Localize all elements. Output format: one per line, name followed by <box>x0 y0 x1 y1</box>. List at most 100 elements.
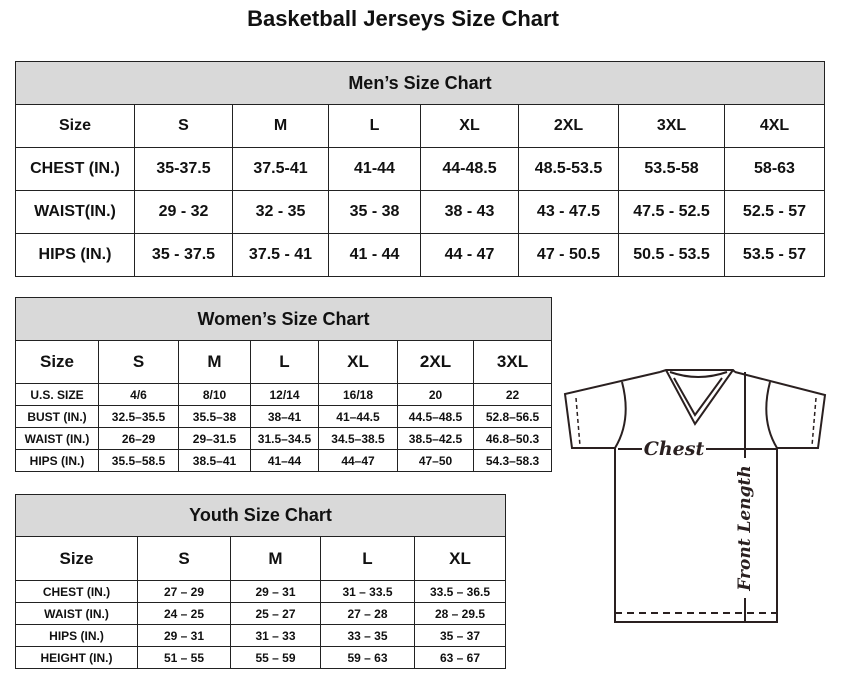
table-cell: 4/6 <box>98 383 179 406</box>
table-row: HEIGHT (IN.) 51 – 55 55 – 59 59 – 63 63 – 67 <box>15 646 507 669</box>
chest-label: Chest <box>644 438 705 460</box>
table-row: WAIST (IN.) 26–29 29–31.5 31.5–34.5 34.5–38.… <box>15 427 553 450</box>
table-cell: M <box>232 104 329 148</box>
front-length-label: Front Length <box>735 465 755 591</box>
table-cell: 29–31.5 <box>178 427 251 450</box>
table-cell: 2XL <box>397 340 474 384</box>
table-cell: 53.5 - 57 <box>724 233 825 277</box>
womens-table-title: Women’s Size Chart <box>14 297 553 341</box>
table-cell: S <box>137 536 231 581</box>
table-cell: 38.5–42.5 <box>397 427 474 450</box>
table-cell: 35.5–58.5 <box>98 449 179 472</box>
table-cell: 59 – 63 <box>320 646 415 669</box>
youth-size-table: Youth Size Chart Size S M L XL CHEST (IN.) 27 … <box>14 494 507 669</box>
table-cell: 3XL <box>472 340 553 384</box>
row-label: Size <box>15 104 135 148</box>
table-row: BUST (IN.) 32.5–35.5 35.5–38 38–41 41–44.5 44… <box>15 405 553 428</box>
table-cell: L <box>328 104 421 148</box>
table-cell: 47.5 - 52.5 <box>618 190 725 234</box>
table-cell: 38–41 <box>250 405 319 428</box>
row-label: CHEST (IN.) <box>15 147 135 191</box>
table-row: U.S. SIZE 4/6 8/10 12/14 16/18 20 22 <box>15 383 553 406</box>
table-cell: 8/10 <box>178 383 251 406</box>
table-cell: 33 – 35 <box>320 624 415 647</box>
table-cell: 47–50 <box>397 449 474 472</box>
table-cell: 44 - 47 <box>420 233 519 277</box>
mens-size-table: Men’s Size Chart Size S M L XL 2XL 3XL 4XL CHEST… <box>15 61 825 277</box>
table-cell: 38 - 43 <box>420 190 519 234</box>
table-cell: 44-48.5 <box>420 147 519 191</box>
table-cell: 32.5–35.5 <box>98 405 179 428</box>
womens-size-table: Women’s Size Chart Size S M L XL 2XL 3XL U.S. S… <box>14 297 553 472</box>
row-label: CHEST (IN.) <box>15 580 138 603</box>
table-cell: S <box>98 340 179 384</box>
row-label: HIPS (IN.) <box>15 233 135 277</box>
table-cell: 3XL <box>618 104 725 148</box>
table-cell: M <box>230 536 321 581</box>
table-cell: 44.5–48.5 <box>397 405 474 428</box>
table-cell: 46.8–50.3 <box>472 427 553 450</box>
table-cell: S <box>134 104 233 148</box>
row-label: WAIST (IN.) <box>15 427 99 450</box>
row-label: Size <box>15 536 138 581</box>
table-cell: 51 – 55 <box>137 646 231 669</box>
table-cell: 35-37.5 <box>134 147 233 191</box>
table-cell: 48.5-53.5 <box>518 147 619 191</box>
table-cell: 12/14 <box>250 383 319 406</box>
table-cell: 26–29 <box>98 427 179 450</box>
table-cell: 43 - 47.5 <box>518 190 619 234</box>
row-label: Size <box>15 340 99 384</box>
table-cell: L <box>250 340 319 384</box>
size-header-row: Size S M L XL 2XL 3XL 4XL <box>15 104 825 148</box>
table-cell: 41–44 <box>250 449 319 472</box>
table-cell: 44–47 <box>318 449 398 472</box>
table-cell: 29 – 31 <box>137 624 231 647</box>
table-cell: 58-63 <box>724 147 825 191</box>
table-cell: 4XL <box>724 104 825 148</box>
page-title: Basketball Jerseys Size Chart <box>247 6 559 31</box>
jersey-measurement-diagram: Chest Front Length <box>563 369 827 623</box>
row-label: U.S. SIZE <box>15 383 99 406</box>
table-row: WAIST(IN.) 29 - 32 32 - 35 35 - 38 38 - 43 43… <box>15 190 825 234</box>
table-cell: 41-44 <box>328 147 421 191</box>
table-row: HIPS (IN.) 35.5–58.5 38.5–41 41–44 44–47 47–5… <box>15 449 553 472</box>
size-header-row: Size S M L XL 2XL 3XL <box>15 340 553 384</box>
table-cell: 25 – 27 <box>230 602 321 625</box>
shirt-outline <box>563 371 827 623</box>
size-header-row: Size S M L XL <box>15 536 507 581</box>
row-label: BUST (IN.) <box>15 405 99 428</box>
table-cell: 33.5 – 36.5 <box>413 580 507 603</box>
table-cell: 63 – 67 <box>413 646 507 669</box>
table-cell: M <box>178 340 251 384</box>
mens-table-title: Men’s Size Chart <box>15 61 825 105</box>
table-cell: 38.5–41 <box>178 449 251 472</box>
table-cell: 41–44.5 <box>318 405 398 428</box>
table-cell: 35 - 37.5 <box>134 233 233 277</box>
table-cell: XL <box>413 536 507 581</box>
table-cell: XL <box>318 340 398 384</box>
youth-table-title: Youth Size Chart <box>14 494 507 537</box>
table-cell: 55 – 59 <box>230 646 321 669</box>
table-cell: 32 - 35 <box>232 190 329 234</box>
table-cell: 52.5 - 57 <box>724 190 825 234</box>
table-row: WAIST (IN.) 24 – 25 25 – 27 27 – 28 28 – 29.… <box>15 602 507 625</box>
table-cell: 53.5-58 <box>618 147 725 191</box>
table-cell: 52.8–56.5 <box>472 405 553 428</box>
table-cell: 24 – 25 <box>137 602 231 625</box>
table-cell: 54.3–58.3 <box>472 449 553 472</box>
table-cell: 35.5–38 <box>178 405 251 428</box>
table-row: CHEST (IN.) 27 – 29 29 – 31 31 – 33.5 33.5 –… <box>15 580 507 603</box>
table-cell: 27 – 28 <box>320 602 415 625</box>
table-cell: 22 <box>472 383 553 406</box>
table-cell: 29 - 32 <box>134 190 233 234</box>
table-cell: 50.5 - 53.5 <box>618 233 725 277</box>
table-cell: 20 <box>397 383 474 406</box>
table-row: HIPS (IN.) 35 - 37.5 37.5 - 41 41 - 44 44 - … <box>15 233 825 277</box>
table-cell: 41 - 44 <box>328 233 421 277</box>
table-row: CHEST (IN.) 35-37.5 37.5-41 41-44 44-48.5 48.… <box>15 147 825 191</box>
table-cell: 35 - 38 <box>328 190 421 234</box>
table-cell: L <box>320 536 415 581</box>
row-label: HIPS (IN.) <box>15 624 138 647</box>
table-cell: 37.5 - 41 <box>232 233 329 277</box>
table-row: HIPS (IN.) 29 – 31 31 – 33 33 – 35 35 – 37 <box>15 624 507 647</box>
